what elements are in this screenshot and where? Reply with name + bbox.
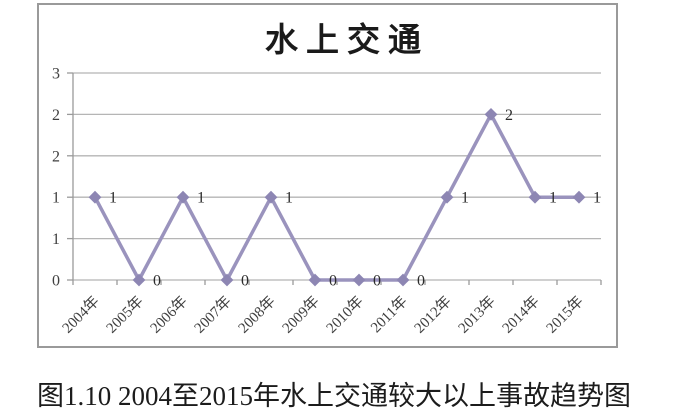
chart-frame: 水上交通 3 2 2 1 1 0 1 0 1 0 1 0 0 0 1 2 1 1 2004年 2005年 2006年 20… bbox=[37, 3, 618, 348]
y-axis-label: 2 bbox=[52, 148, 60, 165]
y-axis-label: 1 bbox=[52, 231, 60, 248]
data-point-label: 1 bbox=[461, 190, 469, 207]
data-point-marker bbox=[176, 190, 190, 204]
x-axis-label: 2005年 bbox=[103, 293, 147, 337]
data-point-label: 1 bbox=[593, 190, 601, 207]
chart-title: 水上交通 bbox=[265, 23, 429, 59]
x-axis-label: 2007年 bbox=[191, 293, 235, 337]
data-point-marker bbox=[220, 273, 234, 287]
data-point-marker bbox=[88, 190, 102, 204]
data-point-label: 0 bbox=[241, 273, 249, 290]
x-axis-label: 2008年 bbox=[235, 293, 279, 337]
data-point-label: 1 bbox=[285, 190, 293, 207]
y-axis-label: 3 bbox=[52, 66, 60, 83]
data-point-label: 0 bbox=[373, 273, 381, 290]
x-axis-label: 2015年 bbox=[543, 293, 587, 337]
data-point-marker bbox=[132, 273, 146, 287]
x-axis-label: 2004年 bbox=[59, 293, 103, 337]
data-point-marker bbox=[528, 190, 542, 204]
data-point-label: 1 bbox=[109, 190, 117, 207]
data-point-label: 0 bbox=[417, 273, 425, 290]
figure-caption: 图1.10 2004至2015年水上交通较大以上事故趋势图 bbox=[37, 381, 631, 411]
data-point-marker bbox=[572, 190, 586, 204]
y-axis-label: 2 bbox=[52, 107, 60, 124]
data-point-label: 1 bbox=[197, 190, 205, 207]
data-point-label: 2 bbox=[505, 107, 513, 124]
data-point-label: 0 bbox=[153, 273, 161, 290]
data-point-marker bbox=[264, 190, 278, 204]
data-point-marker bbox=[308, 273, 322, 287]
x-axis-label: 2014年 bbox=[499, 293, 543, 337]
y-axis-label: 1 bbox=[52, 190, 60, 207]
data-point-marker bbox=[396, 273, 410, 287]
x-axis-label: 2009年 bbox=[279, 293, 323, 337]
data-point-marker bbox=[352, 273, 366, 287]
data-point-marker bbox=[440, 190, 454, 204]
x-axis-label: 2012年 bbox=[411, 293, 455, 337]
x-axis-label: 2013年 bbox=[455, 293, 499, 337]
x-axis-label: 2006年 bbox=[147, 293, 191, 337]
series-line bbox=[93, 112, 581, 282]
x-axis-label: 2011年 bbox=[367, 293, 410, 336]
data-point-marker bbox=[484, 108, 498, 121]
data-point-label: 1 bbox=[549, 190, 557, 207]
data-point-label: 0 bbox=[329, 273, 337, 290]
y-axis-label: 0 bbox=[52, 273, 60, 290]
x-axis-label: 2010年 bbox=[323, 293, 367, 337]
